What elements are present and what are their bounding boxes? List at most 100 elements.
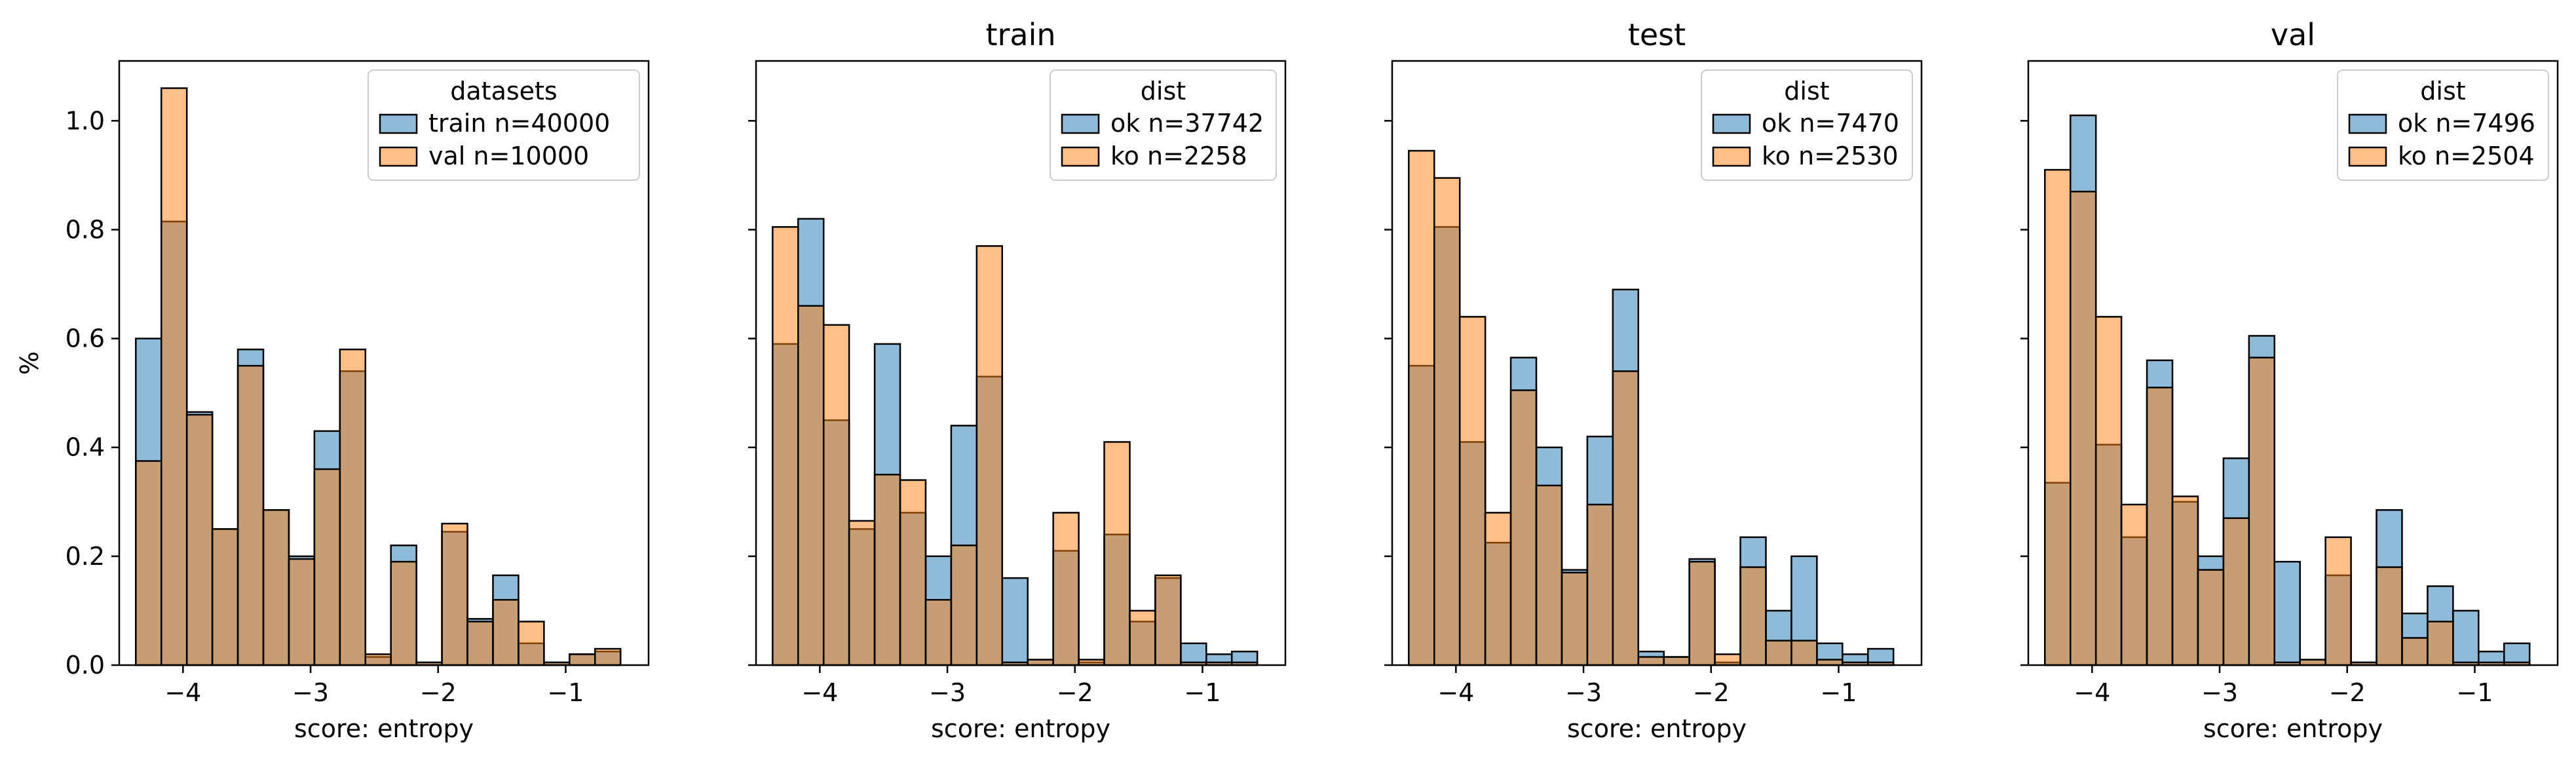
legend-title: dist — [2420, 77, 2465, 106]
legend-swatch — [1712, 146, 1751, 167]
bar — [1154, 574, 1182, 666]
panel-title: test — [1628, 17, 1686, 52]
y-tick-label: 0.2 — [66, 542, 105, 571]
bar — [1408, 149, 1435, 666]
axes-frame — [1391, 60, 1923, 666]
series-2-bars — [1408, 149, 1895, 666]
bar — [2120, 503, 2148, 666]
bar — [313, 468, 341, 666]
bar — [1458, 316, 1487, 666]
legend-entry-label: train n=40000 — [428, 109, 610, 138]
bar — [2070, 191, 2097, 666]
bar — [1535, 484, 1563, 666]
x-tick-label: −4 — [164, 678, 201, 707]
bar — [848, 520, 876, 666]
x-tick-label: −1 — [2456, 678, 2493, 707]
bar — [822, 324, 850, 666]
bar — [1001, 577, 1029, 666]
x-tick-label: −3 — [1565, 678, 1602, 707]
bar — [1739, 566, 1767, 666]
bar — [2248, 356, 2276, 666]
x-tick-label: −3 — [292, 678, 329, 707]
chart-panel-2: −4 −3 −2 −1 score: entropy train dist ok n=3774… — [748, 17, 1287, 743]
bar — [390, 560, 417, 666]
legend-title: datasets — [450, 77, 557, 106]
bar — [441, 522, 468, 666]
x-tick-label: −1 — [547, 678, 584, 707]
bar — [1714, 653, 1741, 666]
series-2-bars — [2044, 168, 2531, 666]
bar — [1612, 370, 1640, 666]
bar — [364, 653, 392, 666]
x-tick-label: −4 — [2074, 678, 2110, 707]
bar — [2452, 609, 2480, 666]
bar — [492, 599, 520, 666]
bar — [2044, 168, 2072, 666]
y-tick-label: 1.0 — [66, 106, 105, 135]
series-2-bars — [772, 226, 1259, 666]
y-tick-label: 0.4 — [66, 433, 105, 462]
y-axis-label: % — [15, 351, 44, 375]
legend-title: dist — [1784, 77, 1829, 106]
x-tick-label: −2 — [420, 678, 457, 707]
legend: dist ok n=37742 ko n=2258 — [1050, 69, 1277, 181]
bar — [262, 509, 290, 666]
y-tick-label: 0.6 — [66, 324, 105, 353]
bar — [2146, 387, 2174, 666]
legend-swatch — [1712, 113, 1751, 134]
legend: dist ok n=7470 ko n=2530 — [1701, 69, 1913, 181]
bar — [2401, 637, 2429, 666]
chart-panel-4: −4 −3 −2 −1 score: entropy val dist ok n=7496 ko… — [2020, 17, 2559, 743]
bar — [1509, 389, 1538, 666]
legend-box — [2337, 69, 2549, 181]
bar — [2376, 566, 2403, 666]
legend: datasets train n=40000 val n=10000 — [368, 69, 640, 181]
bar — [1561, 571, 1589, 666]
bar — [1129, 609, 1156, 666]
bar — [2094, 316, 2123, 666]
bar — [339, 348, 367, 666]
bar — [237, 364, 265, 666]
legend-entry-label: ko n=2504 — [2398, 142, 2535, 170]
axes-frame — [2027, 60, 2559, 666]
bar — [1765, 640, 1792, 666]
bar — [924, 599, 953, 666]
bar — [2273, 560, 2301, 666]
legend-swatch — [2348, 146, 2387, 167]
x-axis-label: score: entropy — [294, 714, 474, 743]
bar — [2197, 569, 2225, 666]
bar — [873, 474, 901, 666]
bar — [1103, 441, 1131, 666]
x-tick-label: −1 — [1820, 678, 1857, 707]
chart-panel-1: −4 −3 −2 −1 0.0 0.2 0.4 0.6 0.8 1.0 score: entropy… — [15, 60, 650, 743]
legend-entry-label: ok n=37742 — [1110, 109, 1264, 138]
x-tick-label: −3 — [2201, 678, 2238, 707]
legend-swatch — [379, 113, 418, 134]
bar — [1637, 656, 1665, 666]
legend-box — [368, 69, 640, 181]
bar — [1052, 512, 1080, 666]
bar — [772, 226, 799, 666]
bar — [466, 621, 494, 666]
bar — [1180, 642, 1207, 666]
panel-title: train — [985, 17, 1055, 52]
bar — [2222, 517, 2250, 666]
legend: dist ok n=7496 ko n=2504 — [2337, 69, 2549, 181]
legend-swatch — [2348, 113, 2387, 134]
legend-entry-label: ko n=2530 — [1762, 142, 1899, 170]
legend-swatch — [379, 146, 418, 167]
axes-frame — [755, 60, 1287, 666]
bar — [975, 245, 1004, 666]
bar — [288, 558, 316, 666]
legend-swatch — [1061, 113, 1100, 134]
bar — [2427, 621, 2454, 666]
legend-entry-label: ko n=2258 — [1110, 142, 1247, 170]
bar — [1433, 177, 1461, 666]
legend-box — [1701, 69, 1913, 181]
legend-entry-label: ok n=7470 — [1762, 109, 1899, 138]
bar — [2324, 536, 2352, 666]
bar — [569, 653, 596, 666]
series-2-bars — [135, 87, 622, 666]
bar — [1688, 560, 1716, 666]
